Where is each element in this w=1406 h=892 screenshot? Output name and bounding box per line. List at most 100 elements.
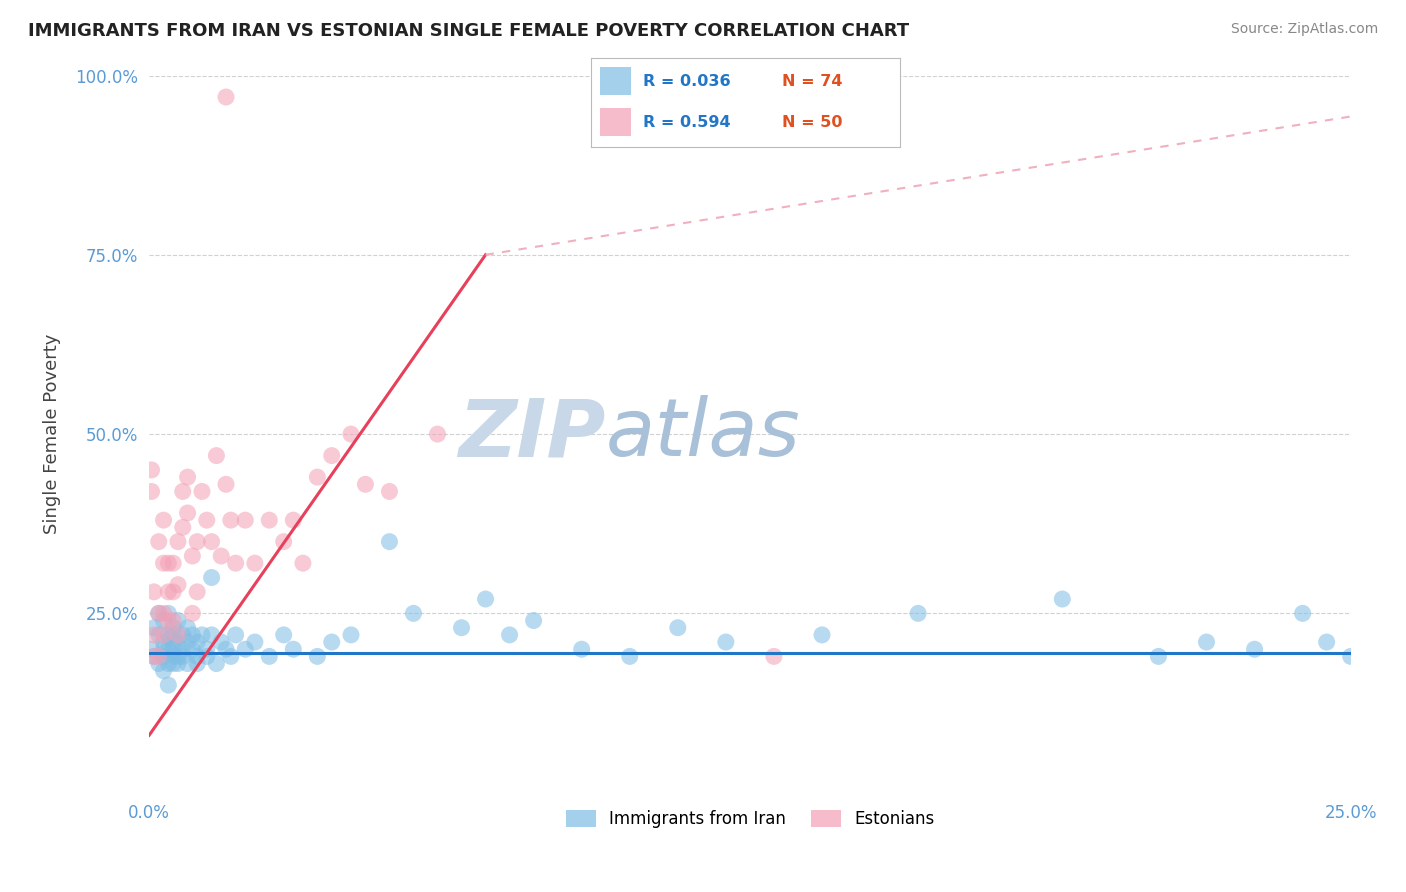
Point xyxy=(474,592,496,607)
Point xyxy=(811,628,834,642)
Point xyxy=(167,628,190,642)
Text: N = 74: N = 74 xyxy=(782,74,842,88)
Point xyxy=(181,642,204,657)
Point xyxy=(215,642,238,657)
Point xyxy=(157,657,180,671)
Y-axis label: Single Female Poverty: Single Female Poverty xyxy=(44,334,60,534)
Point xyxy=(191,628,214,642)
Point xyxy=(219,649,242,664)
Point xyxy=(142,649,165,664)
Point xyxy=(340,427,363,442)
Point xyxy=(167,577,190,591)
Point xyxy=(321,635,343,649)
Point xyxy=(162,621,184,635)
Point xyxy=(666,621,689,635)
Point xyxy=(195,513,218,527)
Point xyxy=(162,614,184,628)
Point xyxy=(162,642,184,657)
Point xyxy=(172,642,194,657)
Point xyxy=(142,621,165,635)
Text: ZIP: ZIP xyxy=(458,395,606,473)
Point xyxy=(186,657,208,671)
Point xyxy=(172,628,194,642)
Point xyxy=(307,470,329,484)
Point xyxy=(233,642,256,657)
Point xyxy=(148,607,170,621)
Point xyxy=(181,628,204,642)
Point xyxy=(225,556,247,570)
Point xyxy=(141,484,163,499)
Point xyxy=(141,463,163,477)
Point xyxy=(148,657,170,671)
Point xyxy=(1291,607,1313,621)
Point xyxy=(619,649,641,664)
Point xyxy=(354,477,377,491)
Point xyxy=(1316,635,1339,649)
Point xyxy=(172,649,194,664)
Point xyxy=(259,649,281,664)
Point xyxy=(152,614,174,628)
Point xyxy=(498,628,520,642)
Bar xyxy=(600,108,631,136)
Point xyxy=(157,556,180,570)
Point xyxy=(157,678,180,692)
Point xyxy=(321,449,343,463)
Point xyxy=(157,607,180,621)
Text: atlas: atlas xyxy=(606,395,800,473)
Point xyxy=(762,649,785,664)
Point xyxy=(200,570,222,584)
Point xyxy=(200,534,222,549)
Point xyxy=(172,520,194,534)
Point xyxy=(1340,649,1362,664)
Point xyxy=(273,534,295,549)
Point xyxy=(426,427,449,442)
Point xyxy=(243,635,266,649)
Point xyxy=(1243,642,1265,657)
Point xyxy=(152,628,174,642)
Text: Source: ZipAtlas.com: Source: ZipAtlas.com xyxy=(1230,22,1378,37)
Text: N = 50: N = 50 xyxy=(782,115,842,129)
Point xyxy=(176,657,198,671)
Point xyxy=(283,642,305,657)
Point xyxy=(167,614,190,628)
Point xyxy=(152,607,174,621)
Point xyxy=(167,635,190,649)
Point xyxy=(142,628,165,642)
Point xyxy=(142,649,165,664)
Point xyxy=(200,628,222,642)
Point xyxy=(225,628,247,642)
Point xyxy=(167,534,190,549)
Point xyxy=(209,635,232,649)
Point xyxy=(152,635,174,649)
Point xyxy=(141,642,163,657)
Point xyxy=(283,513,305,527)
Point xyxy=(1147,649,1170,664)
Text: IMMIGRANTS FROM IRAN VS ESTONIAN SINGLE FEMALE POVERTY CORRELATION CHART: IMMIGRANTS FROM IRAN VS ESTONIAN SINGLE … xyxy=(28,22,910,40)
Point xyxy=(523,614,546,628)
Point xyxy=(259,513,281,527)
Point xyxy=(191,484,214,499)
Point xyxy=(176,635,198,649)
Point xyxy=(1195,635,1218,649)
Point xyxy=(162,649,184,664)
Point xyxy=(162,628,184,642)
Point xyxy=(172,484,194,499)
Point xyxy=(148,649,170,664)
Point xyxy=(176,506,198,520)
Point xyxy=(152,642,174,657)
Point xyxy=(148,534,170,549)
Point xyxy=(195,642,218,657)
Point xyxy=(450,621,472,635)
Point xyxy=(340,628,363,642)
Point xyxy=(714,635,737,649)
Point xyxy=(152,649,174,664)
Point xyxy=(157,642,180,657)
Point xyxy=(176,470,198,484)
Point xyxy=(167,657,190,671)
Point xyxy=(148,628,170,642)
Point xyxy=(291,556,314,570)
Point xyxy=(186,585,208,599)
Point xyxy=(162,657,184,671)
Point xyxy=(186,635,208,649)
Point xyxy=(148,607,170,621)
